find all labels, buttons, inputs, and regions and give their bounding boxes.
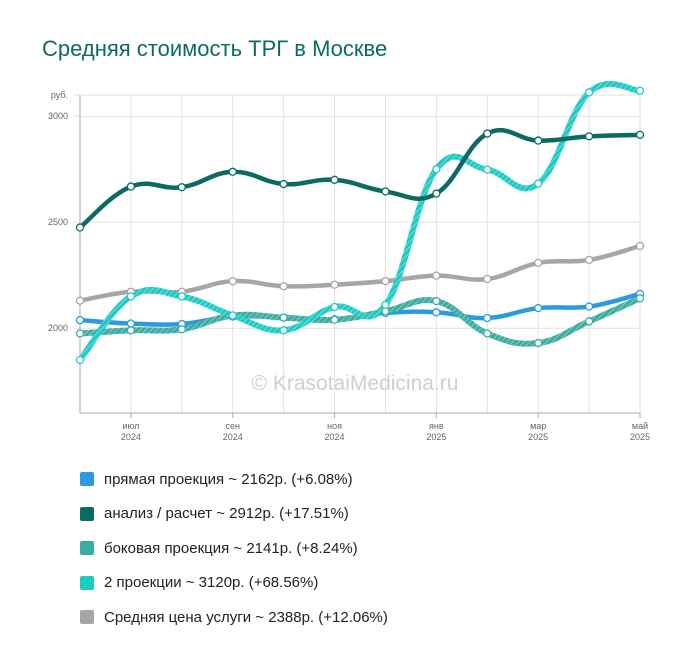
legend-swatch <box>80 506 94 521</box>
x-tick-label: май <box>632 421 648 431</box>
data-point <box>483 274 492 284</box>
axes: 200025003000руб.июл2024сен2024ноя2024янв… <box>48 90 650 442</box>
x-tick-label: ноя <box>327 421 342 431</box>
data-point <box>483 329 492 338</box>
x-tick-label: 2025 <box>528 432 548 442</box>
data-point <box>534 338 543 348</box>
legend-label: боковая проекция ~ 2141р. (+8.24%) <box>104 539 358 557</box>
legend-label: Средняя цена услуги ~ 2388р. (+12.06%) <box>104 608 388 626</box>
data-point <box>584 302 594 311</box>
legend-swatch <box>80 575 94 590</box>
x-tick-label: 2024 <box>325 432 345 442</box>
data-point <box>584 255 594 265</box>
x-tick-label: 2025 <box>426 432 446 442</box>
data-point <box>635 294 645 303</box>
data-point <box>381 187 390 196</box>
series-line <box>77 291 643 327</box>
data-point <box>432 271 441 280</box>
data-point <box>75 223 85 232</box>
y-unit-label: руб. <box>51 90 68 100</box>
data-point <box>584 88 594 97</box>
series-line <box>77 243 643 303</box>
x-tick-label: сен <box>225 421 240 431</box>
legend-swatch <box>80 472 94 487</box>
data-point <box>381 300 390 310</box>
legend-swatch <box>80 610 94 625</box>
data-point <box>177 292 186 301</box>
grid <box>74 94 641 413</box>
data-point <box>330 280 339 289</box>
legend: прямая проекция ~ 2162р. (+6.08%) анализ… <box>80 462 388 635</box>
data-point <box>279 282 288 291</box>
data-point <box>483 129 492 138</box>
legend-label: прямая проекция ~ 2162р. (+6.08%) <box>104 470 353 488</box>
data-point <box>177 183 186 192</box>
x-tick-label: мар <box>530 421 546 431</box>
legend-label: анализ / расчет ~ 2912р. (+17.51%) <box>104 505 349 523</box>
data-point <box>432 165 441 174</box>
data-point <box>432 296 441 306</box>
y-tick-label: 3000 <box>48 111 68 121</box>
data-point <box>432 189 441 198</box>
watermark: © KrasotaiMedicina.ru <box>252 372 459 395</box>
y-tick-label: 2500 <box>48 217 68 227</box>
series-points <box>75 86 645 365</box>
series-line <box>77 127 643 230</box>
data-point <box>584 317 594 326</box>
data-point <box>126 292 136 301</box>
data-point <box>75 315 85 325</box>
data-point <box>381 276 390 286</box>
legend-item[interactable]: прямая проекция ~ 2162р. (+6.08%) <box>80 462 388 497</box>
data-point <box>534 303 543 313</box>
legend-item[interactable]: 2 проекции ~ 3120р. (+68.56%) <box>80 566 388 601</box>
data-point <box>534 136 543 145</box>
data-point <box>279 179 288 189</box>
data-point <box>75 329 85 338</box>
data-point <box>228 276 237 286</box>
data-point <box>126 326 136 335</box>
data-point <box>635 130 645 140</box>
data-point <box>126 182 136 191</box>
data-point <box>228 167 237 176</box>
legend-item[interactable]: боковая проекция ~ 2141р. (+8.24%) <box>80 531 388 566</box>
data-point <box>279 313 288 322</box>
line-chart: © KrasotaiMedicina.ru 2000 2500 3000 руб. ию… <box>48 80 650 442</box>
data-point <box>75 355 85 365</box>
y-tick-label: 2000 <box>48 323 68 333</box>
data-point <box>177 325 186 334</box>
data-point <box>126 319 136 328</box>
data-point <box>483 313 492 323</box>
x-tick-label: июл <box>122 421 139 431</box>
data-point <box>483 165 492 174</box>
data-point <box>330 302 339 312</box>
data-point <box>228 311 237 320</box>
x-tick-label: 2024 <box>121 432 141 442</box>
data-point <box>330 175 339 184</box>
data-point <box>534 179 543 188</box>
legend-item[interactable]: анализ / расчет ~ 2912р. (+17.51%) <box>80 497 388 532</box>
legend-swatch <box>80 541 94 556</box>
data-point <box>635 241 645 251</box>
data-point <box>584 132 594 141</box>
data-point <box>635 86 645 95</box>
x-tick-label: янв <box>429 421 444 431</box>
data-point <box>330 315 339 324</box>
data-point <box>75 296 85 305</box>
legend-item[interactable]: Средняя цена услуги ~ 2388р. (+12.06%) <box>80 600 388 635</box>
legend-label: 2 проекции ~ 3120р. (+68.56%) <box>104 574 319 592</box>
chart-title: Средняя стоимость ТРГ в Москве <box>42 36 388 61</box>
data-point <box>534 258 543 268</box>
x-tick-label: 2025 <box>630 432 650 442</box>
x-tick-label: 2024 <box>223 432 243 442</box>
data-point <box>432 308 441 317</box>
data-point <box>279 326 288 335</box>
